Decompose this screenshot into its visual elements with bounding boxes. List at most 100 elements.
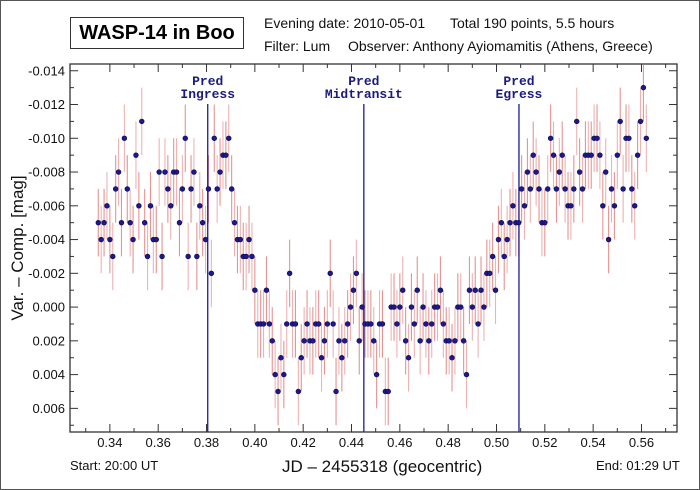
data-point: [588, 152, 594, 158]
data-point: [521, 203, 528, 209]
y-tick-label: 0.002: [32, 333, 65, 348]
data-point: [304, 321, 310, 327]
data-point: [475, 321, 481, 327]
data-point: [379, 321, 386, 327]
data-point: [237, 236, 244, 243]
x-axis-label: JD – 2455318 (geocentric): [282, 457, 483, 476]
data-point: [516, 219, 522, 226]
data-point: [124, 186, 130, 192]
data-point: [507, 219, 513, 226]
data-point: [492, 287, 499, 293]
data-point: [446, 338, 452, 344]
y-axis-label: Var. – Comp. [mag]: [8, 175, 27, 321]
data-point: [217, 169, 223, 175]
data-point: [617, 118, 623, 125]
data-point: [574, 118, 580, 125]
prediction-label-line1: Pred: [192, 74, 223, 89]
x-tick-label: 0.56: [629, 435, 654, 450]
data-point: [95, 219, 101, 226]
data-point: [600, 203, 606, 209]
data-point: [130, 236, 136, 243]
data-point: [214, 186, 220, 192]
data-point: [310, 338, 316, 344]
data-point: [481, 304, 487, 310]
data-point: [185, 253, 191, 260]
data-point: [269, 338, 275, 344]
data-point: [344, 321, 351, 327]
data-point: [510, 203, 516, 209]
data-point: [243, 253, 249, 260]
data-point: [568, 203, 574, 209]
data-point: [118, 219, 125, 226]
data-point: [397, 304, 403, 310]
data-point: [472, 287, 478, 293]
data-point: [246, 236, 252, 243]
data-point: [286, 270, 293, 277]
data-point: [423, 321, 429, 327]
data-point: [559, 152, 565, 158]
data-point: [159, 253, 165, 260]
data-point: [188, 186, 194, 192]
data-point: [487, 270, 493, 277]
data-point: [315, 321, 322, 327]
data-point: [426, 338, 432, 344]
data-point: [547, 135, 554, 141]
data-point: [489, 253, 496, 260]
data-point: [205, 186, 212, 192]
data-point: [605, 236, 612, 243]
data-point: [292, 321, 299, 327]
data-point: [295, 388, 302, 395]
error-bars: [97, 65, 647, 426]
data-point: [553, 186, 560, 192]
end-time: End: 01:29 UT: [596, 458, 680, 473]
data-point: [156, 169, 162, 175]
data-point: [501, 253, 507, 260]
data-point: [405, 355, 412, 361]
data-point: [408, 304, 415, 310]
data-point: [637, 118, 644, 125]
data-point: [359, 304, 365, 310]
data-point: [98, 236, 104, 243]
data-point: [104, 203, 110, 209]
data-point: [147, 203, 154, 209]
data-point: [530, 152, 536, 158]
data-point: [173, 169, 180, 175]
data-point: [284, 321, 290, 327]
data-point: [321, 338, 328, 344]
data-point: [466, 287, 473, 293]
x-tick-label: 0.40: [242, 435, 267, 450]
data-point: [437, 287, 444, 293]
data-point: [333, 388, 339, 395]
data-point: [629, 186, 635, 192]
x-tick-label: 0.38: [194, 435, 219, 450]
data-point: [136, 203, 142, 209]
data-point: [434, 304, 441, 310]
evening-date: Evening date: 2010-05-01: [264, 15, 426, 31]
x-tick-label: 0.48: [436, 435, 461, 450]
data-point: [121, 135, 128, 141]
data-point: [202, 236, 209, 243]
chart-title: WASP-14 in Boo: [70, 17, 244, 49]
data-point: [223, 152, 229, 158]
prediction-label-line2: Egress: [496, 87, 543, 102]
data-point: [614, 152, 621, 158]
data-point: [324, 321, 331, 327]
data-point: [249, 253, 255, 260]
data-point: [556, 169, 563, 175]
data-point: [518, 186, 525, 192]
data-point: [394, 321, 400, 327]
x-tick-label: 0.46: [387, 435, 412, 450]
data-point: [495, 236, 502, 243]
data-point: [197, 203, 203, 209]
data-point: [194, 253, 200, 260]
data-point: [298, 355, 304, 361]
data-point: [208, 270, 215, 277]
prediction-label-line1: Pred: [348, 74, 379, 89]
data-point: [141, 219, 148, 226]
y-tick-label: -0.002: [28, 266, 65, 281]
x-axis-ticks: 0.34 0.36 0.38 0.40 0.42 0.44 0.46 0.48 0.50 0.52…: [85, 64, 667, 450]
y-tick-label: -0.008: [28, 165, 65, 180]
data-point: [371, 338, 377, 344]
y-tick-label: 0.004: [32, 367, 65, 382]
